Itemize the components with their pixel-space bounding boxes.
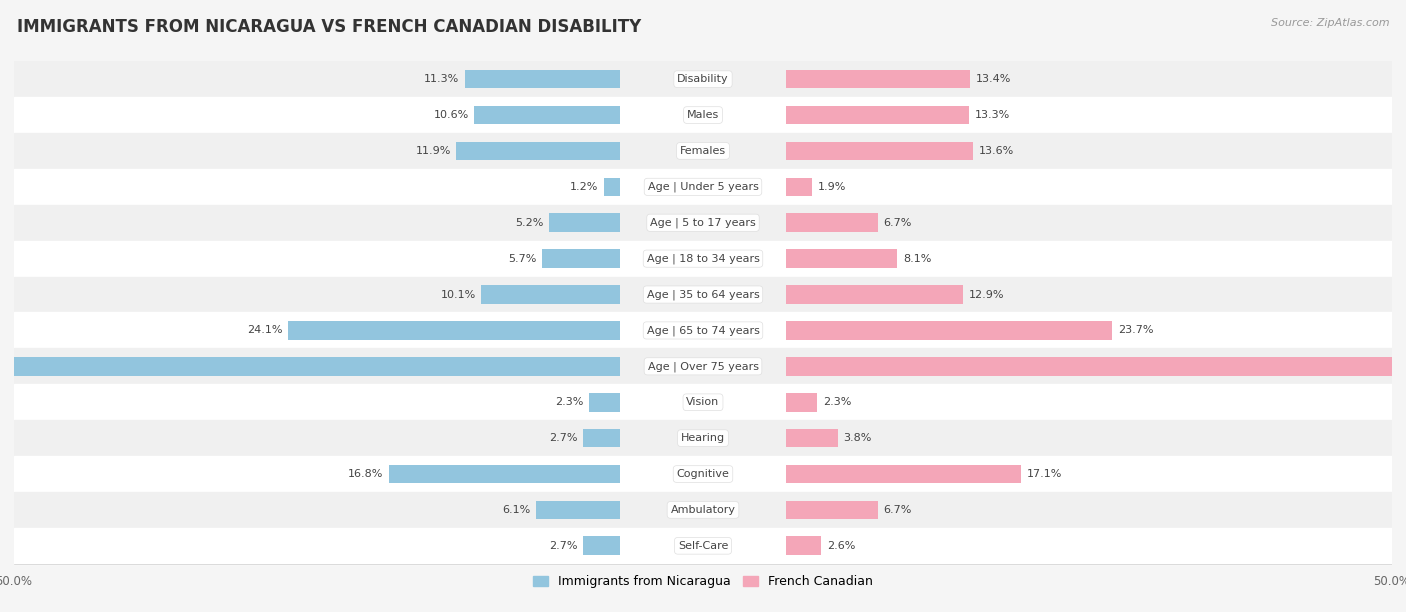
Bar xyxy=(14,348,1392,384)
Text: 8.1%: 8.1% xyxy=(903,253,931,264)
Bar xyxy=(14,277,1392,313)
Bar xyxy=(786,321,1112,340)
Text: Females: Females xyxy=(681,146,725,156)
Text: 10.6%: 10.6% xyxy=(433,110,468,120)
Bar xyxy=(464,70,620,89)
Text: 2.3%: 2.3% xyxy=(823,397,851,407)
Text: Age | 5 to 17 years: Age | 5 to 17 years xyxy=(650,217,756,228)
Text: Self-Care: Self-Care xyxy=(678,541,728,551)
Text: 5.7%: 5.7% xyxy=(508,253,536,264)
Bar xyxy=(786,465,1021,483)
Text: Age | 18 to 34 years: Age | 18 to 34 years xyxy=(647,253,759,264)
Legend: Immigrants from Nicaragua, French Canadian: Immigrants from Nicaragua, French Canadi… xyxy=(527,570,879,594)
Text: Hearing: Hearing xyxy=(681,433,725,443)
Bar xyxy=(786,249,897,268)
Text: 1.9%: 1.9% xyxy=(817,182,846,192)
Text: 24.1%: 24.1% xyxy=(247,326,283,335)
Text: 11.3%: 11.3% xyxy=(423,74,460,84)
Text: 23.7%: 23.7% xyxy=(1118,326,1153,335)
Text: 1.2%: 1.2% xyxy=(569,182,599,192)
Bar xyxy=(389,465,620,483)
Bar xyxy=(14,205,1392,241)
Bar xyxy=(14,420,1392,456)
Text: 16.8%: 16.8% xyxy=(347,469,384,479)
Bar xyxy=(14,97,1392,133)
Text: 13.3%: 13.3% xyxy=(974,110,1010,120)
Bar xyxy=(786,214,877,232)
Text: Disability: Disability xyxy=(678,74,728,84)
Text: 2.7%: 2.7% xyxy=(550,541,578,551)
Text: 13.6%: 13.6% xyxy=(979,146,1014,156)
Bar xyxy=(14,384,1392,420)
Text: 5.2%: 5.2% xyxy=(515,218,543,228)
Bar xyxy=(457,141,620,160)
Text: Age | Over 75 years: Age | Over 75 years xyxy=(648,361,758,371)
Text: 2.6%: 2.6% xyxy=(827,541,855,551)
Text: Vision: Vision xyxy=(686,397,720,407)
Text: 10.1%: 10.1% xyxy=(440,289,475,299)
Bar xyxy=(786,177,811,196)
Bar xyxy=(481,285,620,304)
Bar xyxy=(14,241,1392,277)
Bar xyxy=(786,106,969,124)
Bar xyxy=(786,141,973,160)
Bar xyxy=(536,501,620,519)
Text: Cognitive: Cognitive xyxy=(676,469,730,479)
Bar xyxy=(14,456,1392,492)
Bar xyxy=(474,106,620,124)
Bar xyxy=(583,537,620,555)
Bar xyxy=(14,61,1392,97)
Bar xyxy=(589,393,620,411)
Bar xyxy=(0,357,620,376)
Bar xyxy=(14,528,1392,564)
Text: 6.1%: 6.1% xyxy=(502,505,531,515)
Bar xyxy=(786,285,963,304)
Text: 2.7%: 2.7% xyxy=(550,433,578,443)
Bar xyxy=(786,70,970,89)
Text: 3.8%: 3.8% xyxy=(844,433,872,443)
Text: 17.1%: 17.1% xyxy=(1026,469,1062,479)
Text: Ambulatory: Ambulatory xyxy=(671,505,735,515)
Bar xyxy=(786,537,821,555)
Bar xyxy=(603,177,620,196)
Text: 6.7%: 6.7% xyxy=(883,218,912,228)
Bar xyxy=(14,169,1392,205)
Text: Age | 35 to 64 years: Age | 35 to 64 years xyxy=(647,289,759,300)
Bar xyxy=(14,133,1392,169)
Text: Age | 65 to 74 years: Age | 65 to 74 years xyxy=(647,325,759,336)
Text: 2.3%: 2.3% xyxy=(555,397,583,407)
Bar xyxy=(786,393,817,411)
Text: 12.9%: 12.9% xyxy=(969,289,1004,299)
Bar xyxy=(14,313,1392,348)
Bar xyxy=(541,249,620,268)
Bar xyxy=(288,321,620,340)
Text: Age | Under 5 years: Age | Under 5 years xyxy=(648,182,758,192)
Text: IMMIGRANTS FROM NICARAGUA VS FRENCH CANADIAN DISABILITY: IMMIGRANTS FROM NICARAGUA VS FRENCH CANA… xyxy=(17,18,641,36)
Text: Source: ZipAtlas.com: Source: ZipAtlas.com xyxy=(1271,18,1389,28)
Bar xyxy=(786,429,838,447)
Text: 6.7%: 6.7% xyxy=(883,505,912,515)
Bar xyxy=(786,501,877,519)
Bar xyxy=(583,429,620,447)
Text: 11.9%: 11.9% xyxy=(415,146,451,156)
Bar xyxy=(786,357,1406,376)
Bar xyxy=(548,214,620,232)
Text: 13.4%: 13.4% xyxy=(976,74,1011,84)
Bar xyxy=(14,492,1392,528)
Text: Males: Males xyxy=(688,110,718,120)
